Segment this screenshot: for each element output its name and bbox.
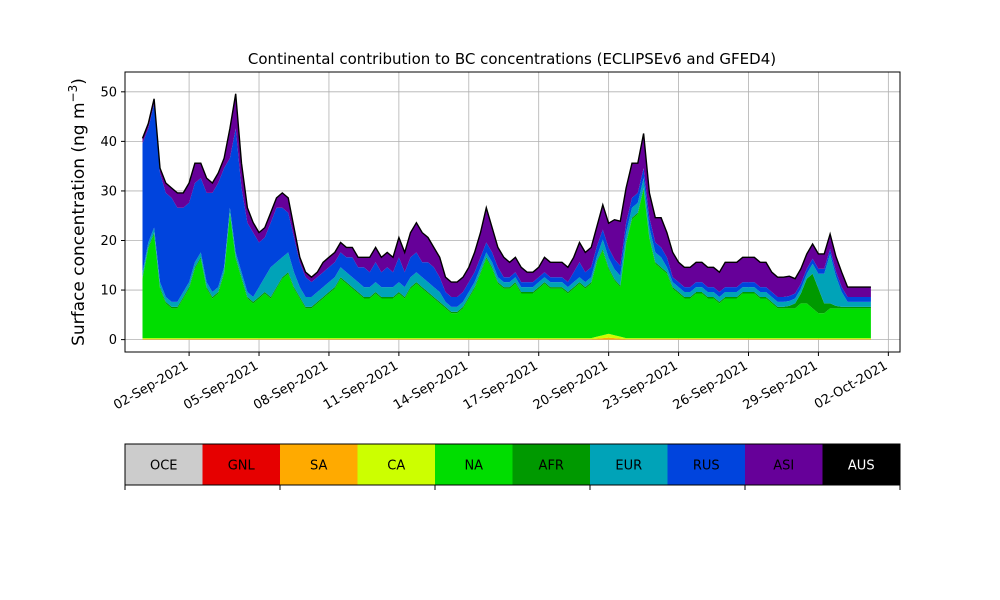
legend-swatch-asi [745,444,823,485]
y-tick-label-4: 40 [100,135,117,150]
x-tick-label-8: 26-Sep-2021 [671,358,751,413]
y-tick-label-0: 0 [109,333,117,348]
legend-swatch-na [435,444,513,485]
legend-swatch-eur [590,444,668,485]
x-tick-label-9: 29-Sep-2021 [741,358,821,413]
legend-swatch-oce [125,444,203,485]
legend-swatch-afr [512,444,590,485]
legend-swatch-sa [280,444,358,485]
chart-title: Continental contribution to BC concentra… [248,50,776,68]
legend-swatch-rus [667,444,745,485]
y-tick-label-3: 30 [100,184,117,199]
x-tick-label-7: 23-Sep-2021 [601,358,681,413]
legend-label-asi: ASI [773,459,794,474]
x-tick-label-4: 14-Sep-2021 [391,358,471,413]
y-axis-label: Surface concentration (ng m−3) [66,78,89,346]
area-asi [142,93,871,297]
x-tick-label-3: 11-Sep-2021 [321,358,401,413]
legend-swatch-aus [822,444,900,485]
legend-label-gnl: GNL [228,459,256,474]
y-axis-label-exponent: −3 [66,85,80,103]
y-axis-label-close: ) [69,78,89,85]
legend-label-oce: OCE [150,459,178,474]
legend-label-aus: AUS [848,459,875,474]
area-afr [142,188,871,314]
legend-swatch-ca [357,444,435,485]
legend-label-afr: AFR [539,459,564,474]
y-axis-label-main: Surface concentration (ng m [69,102,89,345]
stacked-areas [142,93,871,340]
area-ca [142,333,871,340]
x-tick-label-6: 20-Sep-2021 [531,358,611,413]
area-eur [142,178,871,312]
legend-label-ca: CA [387,459,405,474]
legend-colorbar: OCE GNL SA CA NA AFR EUR RUS ASI AUS [124,443,901,490]
x-tick-label-1: 05-Sep-2021 [181,358,261,413]
legend-frame [124,443,901,486]
area-rus [142,103,871,307]
y-tick-label-2: 20 [100,234,117,249]
x-tick-label-5: 17-Sep-2021 [461,358,541,413]
legend-label-na: NA [464,459,483,474]
y-axis: 0 10 20 30 40 50 [100,85,125,348]
total-outline [141,93,871,288]
x-tick-label-2: 08-Sep-2021 [251,358,331,413]
area-na [142,189,871,339]
legend-label-eur: EUR [615,459,642,474]
x-tick-label-10: 02-Oct-2021 [812,358,890,412]
y-tick-label-1: 10 [100,284,117,299]
y-tick-label-5: 50 [100,85,117,100]
legend-label-sa: SA [310,459,327,474]
x-axis: 02-Sep-202105-Sep-202108-Sep-202111-Sep-… [111,352,890,413]
x-tick-label-0: 02-Sep-2021 [111,358,191,413]
plot-frame [124,71,901,353]
legend-label-rus: RUS [693,459,720,474]
legend-swatch-gnl [202,444,280,485]
